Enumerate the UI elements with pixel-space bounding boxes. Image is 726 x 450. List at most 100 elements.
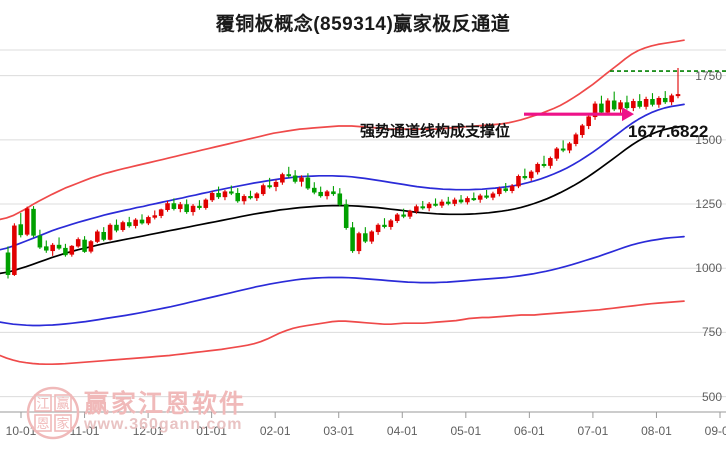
candle-body [624, 102, 630, 109]
candle-body [516, 176, 521, 187]
candle-body [267, 185, 272, 188]
candle-body [126, 222, 132, 227]
page-title: 覆铜板概念(859314)赢家极反通道 [215, 14, 511, 35]
candle-body [439, 201, 445, 206]
candle-body [107, 224, 113, 240]
band-line-lower_band [0, 300, 685, 366]
candle-body [420, 206, 426, 209]
candle-body [446, 201, 451, 204]
candle-body [458, 199, 464, 203]
candle-body [273, 181, 279, 187]
candle-body [95, 231, 100, 242]
annotation-arrow-head [622, 107, 634, 122]
candle-body [503, 188, 508, 191]
y-axis-tick-label: 750 [701, 325, 722, 340]
candle-body [497, 188, 502, 195]
candle-body [331, 191, 336, 195]
candle-body [465, 198, 470, 203]
candle-body [643, 98, 649, 107]
candle-body [401, 214, 406, 217]
candle-body [337, 193, 343, 205]
candle-body [292, 175, 298, 182]
x-axis-tick-label: 12-01 [132, 424, 164, 438]
candle-body [343, 204, 349, 228]
candle-body [241, 196, 247, 202]
candle-body [88, 241, 94, 252]
candle-body [235, 192, 240, 202]
candle-body [120, 222, 126, 231]
candle-body [554, 148, 560, 159]
x-axis-tick-label: 10-01 [5, 424, 37, 438]
candle-body [522, 176, 528, 179]
candle-body [650, 98, 655, 105]
candle-body [611, 100, 617, 110]
candle-body [356, 233, 362, 252]
candle-body [69, 245, 75, 255]
candle-body [567, 143, 572, 151]
candle-body [426, 203, 432, 209]
candle-body [31, 208, 36, 236]
current-price-label: 1677.6822 [628, 122, 709, 141]
x-axis-ticks [20, 412, 721, 418]
candle-body [669, 95, 674, 103]
candle-body [675, 94, 681, 97]
candle-body [63, 247, 68, 256]
candle-body [286, 174, 292, 177]
candle-body [75, 239, 81, 247]
y-axis-tick-label: 1500 [695, 132, 722, 147]
candle-body [528, 171, 534, 179]
candle-body [535, 163, 540, 173]
candle-body [280, 174, 285, 183]
candle-body [484, 195, 489, 198]
candle-body [618, 102, 623, 110]
candle-body [548, 158, 553, 166]
candle-body [299, 177, 304, 182]
support-annotation-arrow [524, 107, 634, 122]
candle-body [171, 203, 177, 209]
x-axis-tick-label: 01-01 [196, 424, 227, 438]
candle-body [363, 233, 368, 242]
band-line-mid_blue_upper [0, 103, 685, 251]
channel-band-lines [0, 39, 685, 366]
candle-body [101, 231, 106, 240]
y-axis-tick-label: 500 [701, 389, 722, 404]
candle-body [158, 209, 164, 216]
y-axis-tick-label: 1750 [695, 68, 722, 83]
candle-body [12, 225, 17, 275]
candle-body [631, 101, 636, 109]
candle-body [662, 97, 668, 103]
x-axis-tick-label: 05-01 [450, 424, 482, 438]
candle-body [324, 191, 330, 197]
candle-body [599, 103, 604, 113]
candle-body [56, 244, 62, 249]
candle-body [592, 103, 598, 118]
candle-body [82, 239, 87, 252]
candle-body [382, 224, 387, 227]
candle-body [312, 187, 317, 193]
candle-body [637, 101, 642, 107]
gridlines [0, 49, 726, 398]
candlestick-series [5, 67, 681, 279]
x-axis-tick-label: 07-01 [577, 424, 609, 438]
candle-body [350, 227, 355, 252]
candle-body [114, 224, 119, 231]
candle-body [260, 185, 266, 195]
candle-body [254, 193, 260, 199]
band-line-mid_black [0, 125, 685, 275]
candle-body [178, 204, 183, 209]
candle-body [388, 220, 394, 227]
candle-body [197, 205, 202, 208]
candle-body [152, 215, 158, 218]
x-axis-tick-label: 09-01 [704, 424, 726, 438]
candle-body [605, 100, 611, 113]
candle-body [165, 203, 170, 210]
candle-body [248, 196, 253, 199]
y-axis-tick-label: 1000 [695, 261, 722, 276]
candle-body [44, 246, 49, 251]
candle-body [369, 231, 374, 242]
candle-body [216, 192, 221, 198]
candle-body [586, 116, 591, 127]
candle-body [203, 199, 209, 208]
candle-body [190, 205, 196, 213]
candle-body [541, 163, 547, 166]
